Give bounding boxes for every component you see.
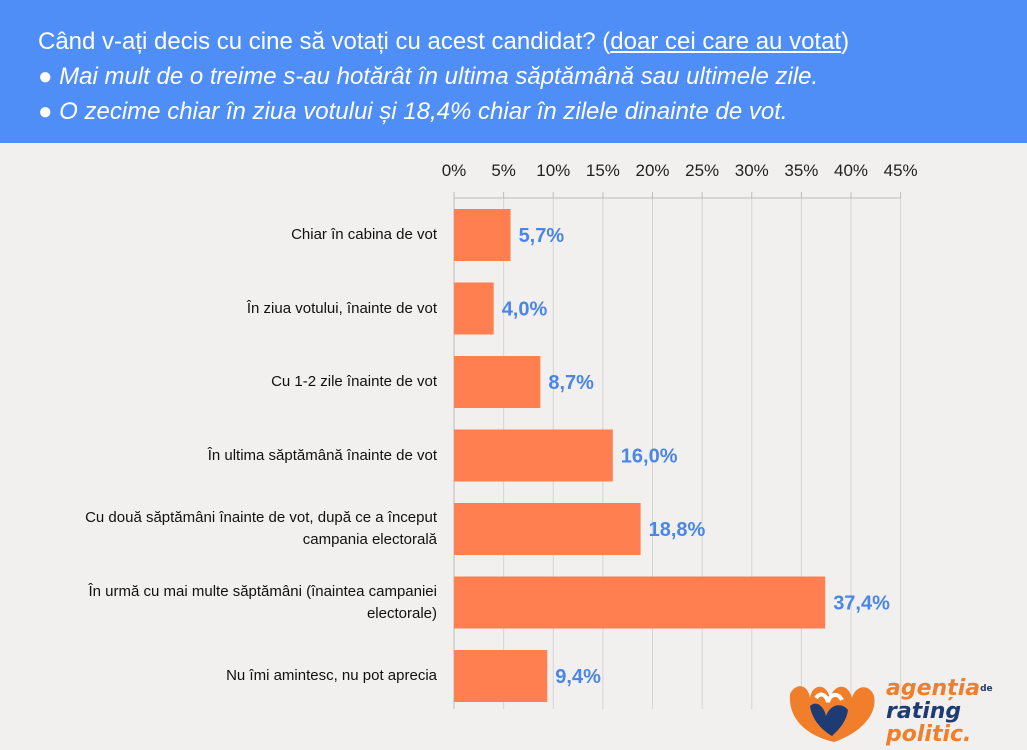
category-label: În ziua votului, înainte de vot [247,298,437,320]
category-label-line: Nu îmi amintesc, nu pot aprecia [226,667,437,684]
tick-label: 45% [884,161,918,180]
category-label: În ultima săptămână înainte de vot [208,445,437,467]
tick-label: 0% [442,161,467,180]
bar [454,650,548,702]
tick-label: 25% [685,161,719,180]
tick-label: 30% [735,161,769,180]
category-label-line: Chiar în cabina de vot [291,226,437,243]
category-label-line: electorale) [366,604,437,622]
bar [454,503,641,555]
category-label: Cu două săptămâni înainte de vot, după c… [85,507,437,551]
agency-logo: agențiade rating politic. [786,676,993,748]
category-label: În urmă cu mai multe săptămâni (înaintea… [88,581,437,625]
bar [454,209,511,261]
tick-label: 15% [586,161,620,180]
logo-text-line2: rating [886,699,962,724]
logo-mark-icon [789,686,875,742]
category-label-line: Cu 1-2 zile înainte de vot [271,373,437,390]
bar [454,356,541,408]
data-label: 5,7% [519,225,565,247]
data-label: 37,4% [833,593,890,615]
category-label-line: În ultima săptămână înainte de vot [207,446,437,464]
header-question-close: ) [841,28,850,55]
tick-label: 5% [491,161,516,180]
tick-label: 10% [536,161,570,180]
category-label: Chiar în cabina de vot [291,224,437,246]
category-label-line: Cu două săptămâni înainte de vot, după c… [85,509,437,526]
data-label: 9,4% [555,666,601,688]
category-label-line: În ziua votului, înainte de vot [246,299,437,317]
bar-chart: 0% 5% 10% 15% 20% 25% 30% 35% 40% 45% 5,7% 4,0% 8,7%… [442,161,918,709]
data-label: 16,0% [621,446,678,468]
logo-text-line3: politic. [886,722,972,747]
data-label: 18,8% [649,519,706,541]
tick-label: 40% [834,161,868,180]
header-question: Când v-ați decis cu cine să votați cu ac… [38,28,849,56]
header-bullet-2: ● O zecime chiar în ziua votului și 18,4… [38,98,788,125]
bar [454,282,494,335]
header-bullet-1: ● Mai mult de o treime s-au hotărât în u… [38,63,819,90]
tick-label: 20% [635,161,669,180]
header-question-qualifier: doar cei care au votat [610,28,842,55]
category-label-line: În urmă cu mai multe săptămâni (înaintea… [88,582,437,600]
tick-label: 35% [784,161,818,180]
data-label: 4,0% [502,299,548,321]
category-label-line: campania electorală [302,531,437,548]
bar [454,576,826,629]
bar [454,429,613,482]
category-label: Cu 1-2 zile înainte de vot [271,371,437,393]
logo-text-line1: agențiade [886,676,993,701]
category-label: Nu îmi amintesc, nu pot aprecia [226,665,437,687]
header-question-text: Când v-ați decis cu cine să votați cu ac… [38,28,611,55]
header-banner: Când v-ați decis cu cine să votați cu ac… [0,0,1027,143]
data-label: 8,7% [548,372,594,394]
